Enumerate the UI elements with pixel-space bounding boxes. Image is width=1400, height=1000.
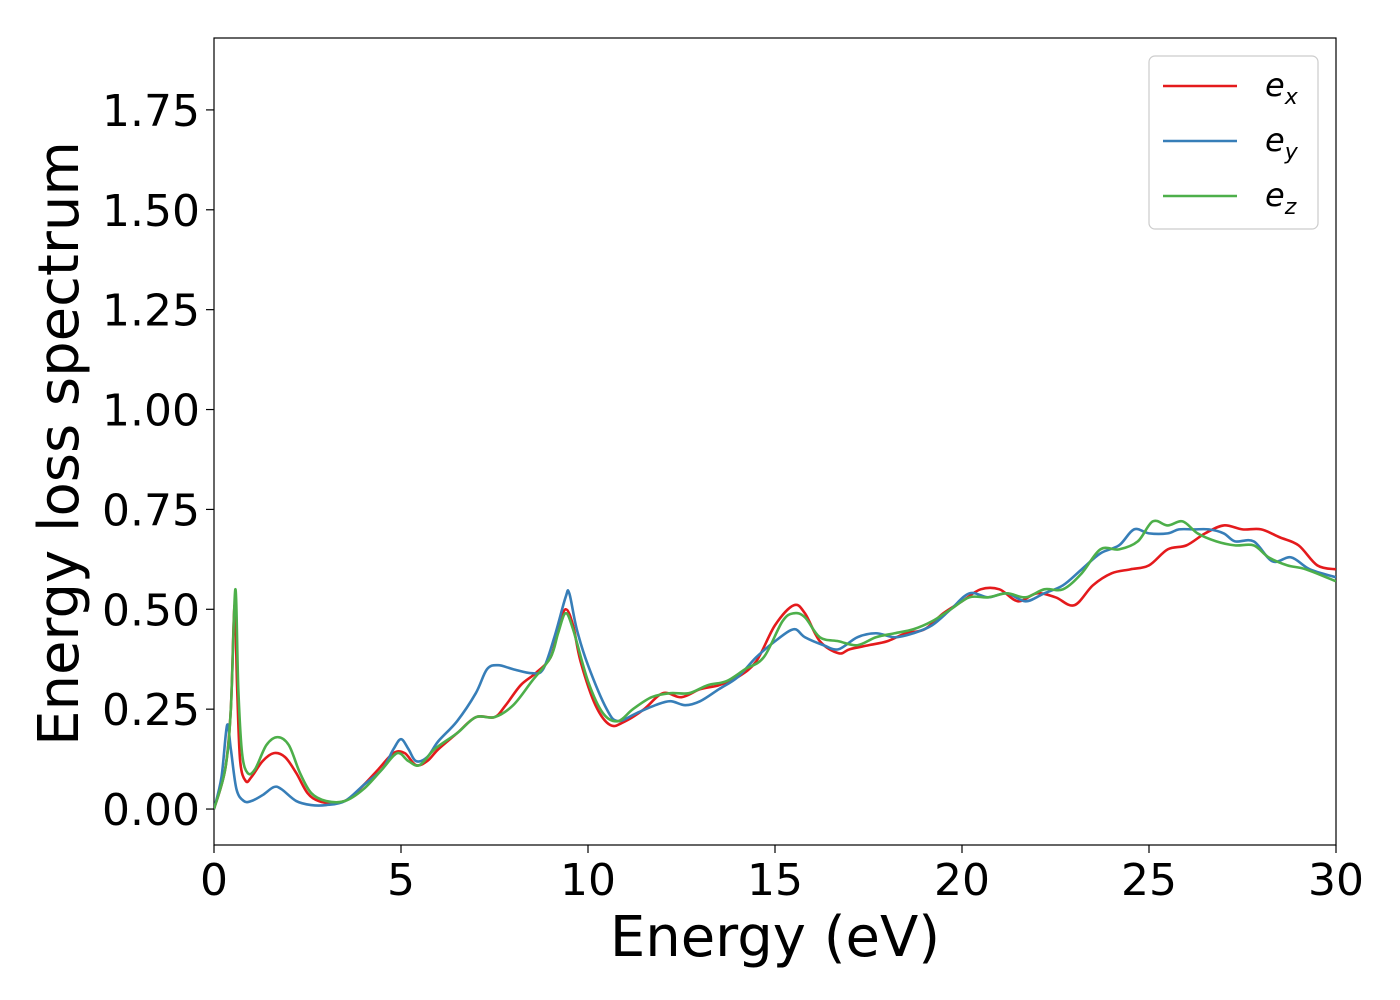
y-tick-label: 1.00 (102, 386, 200, 437)
series-line-ey (214, 527, 1336, 810)
legend-label-ey: ey (1265, 121, 1299, 165)
y-tick-label: 1.25 (102, 286, 200, 337)
legend: ex ey ez (1148, 55, 1319, 230)
y-tick-label: 1.75 (102, 86, 200, 137)
y-tick-label: 0.75 (102, 485, 200, 536)
y-tick-label: 1.50 (102, 186, 200, 237)
x-tick-label: 10 (560, 855, 616, 906)
x-tick-label: 15 (747, 855, 803, 906)
legend-label-ex: ex (1265, 66, 1299, 110)
y-tick-label: 0.25 (102, 685, 200, 736)
x-tick-label: 5 (387, 855, 415, 906)
y-axis-title: Energy loss spectrum (27, 141, 92, 746)
axes: 0 5 10 15 20 25 30 0.00 0.25 0.50 0.75 1.00 1.25 1.50… (102, 86, 1364, 906)
x-axis-title: Energy (eV) (610, 905, 940, 970)
x-tick-label: 0 (200, 855, 228, 906)
legend-box (1148, 55, 1319, 230)
x-tick-label: 30 (1308, 855, 1364, 906)
series-group (214, 519, 1336, 810)
series-line-ez (214, 519, 1336, 810)
x-tick-label: 25 (1121, 855, 1177, 906)
y-tick-label: 0.50 (102, 585, 200, 636)
x-tick-label: 20 (934, 855, 990, 906)
y-tick-label: 0.00 (102, 785, 200, 836)
series-line-ex (214, 524, 1336, 810)
legend-label-ez: ez (1265, 176, 1297, 220)
